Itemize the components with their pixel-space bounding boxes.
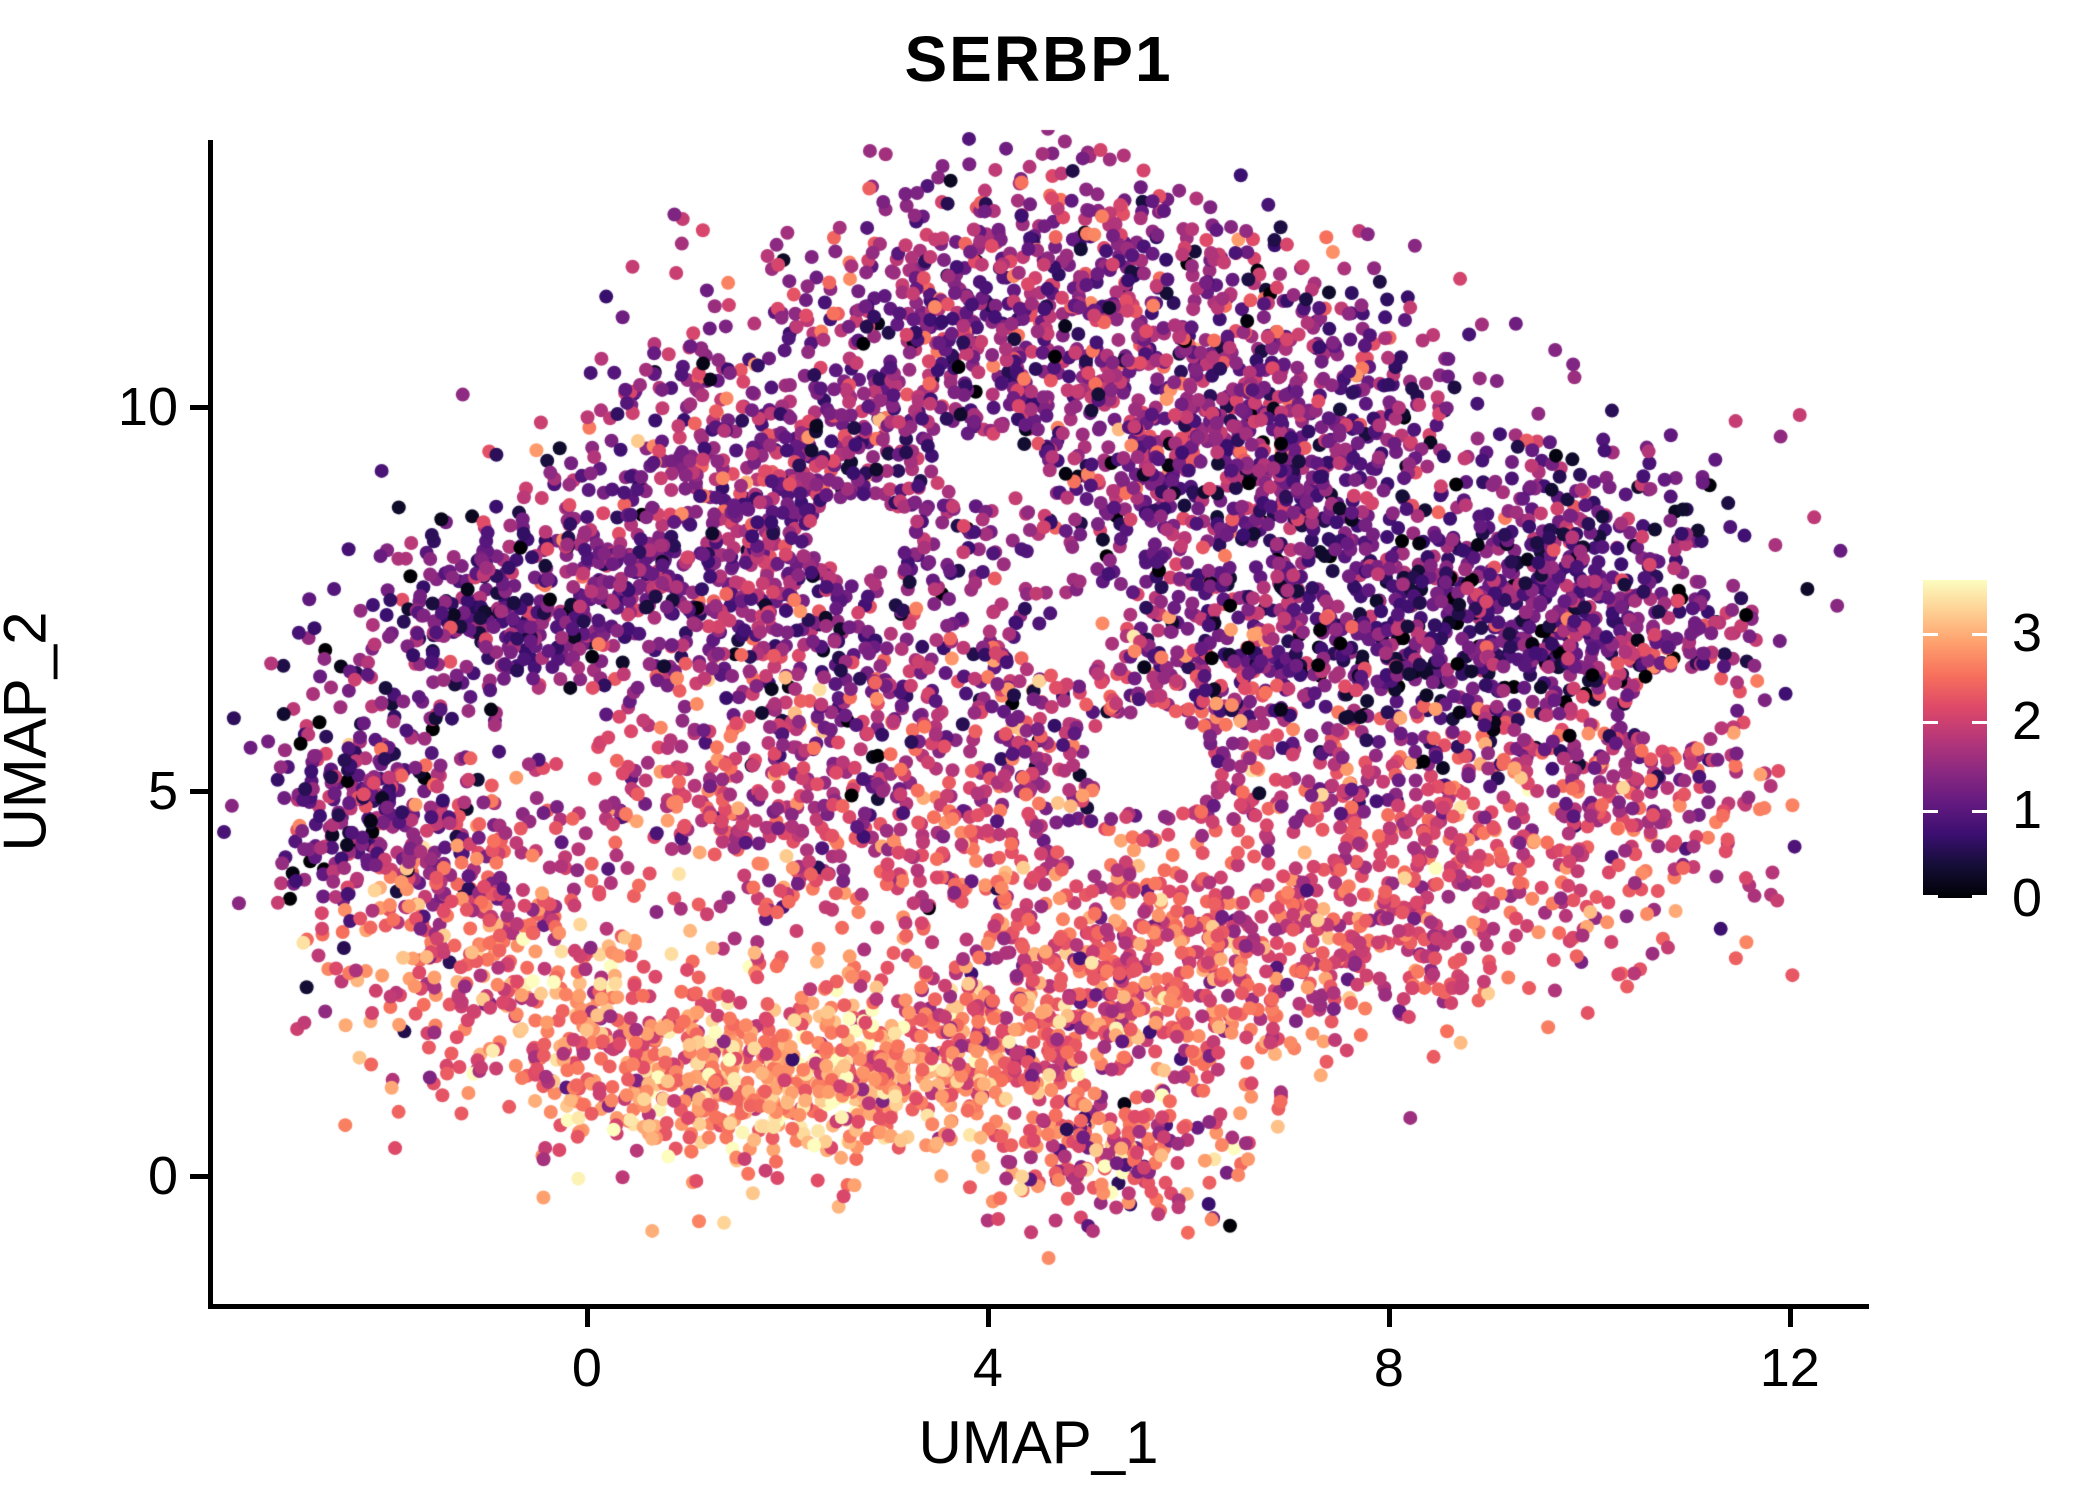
colorbar-tick-mark <box>1972 721 1987 725</box>
x-tick-label: 12 <box>1759 1338 1820 1398</box>
colorbar-tick-label: 1 <box>2012 779 2043 840</box>
colorbar-tick-mark <box>1972 633 1987 636</box>
colorbar-tick-label: 0 <box>2012 868 2043 928</box>
y-tick-mark <box>190 789 208 795</box>
colorbar-tick-label: 3 <box>2012 603 2043 663</box>
y-tick-label: 0 <box>147 1145 178 1206</box>
colorbar-tick-label: 2 <box>2012 691 2043 752</box>
x-tick-label: 4 <box>972 1338 1003 1398</box>
x-tick-label: 8 <box>1373 1338 1404 1398</box>
y-tick-label: 10 <box>117 376 178 437</box>
colorbar-tick-mark <box>1923 809 1938 813</box>
x-tick-label: 0 <box>571 1338 602 1398</box>
x-tick-mark <box>1386 1309 1392 1327</box>
y-tick-label: 5 <box>147 761 178 822</box>
y-tick-mark <box>190 1173 208 1179</box>
x-tick-mark <box>1787 1309 1793 1327</box>
y-tick-mark <box>190 404 208 410</box>
y-axis-title: UMAP_2 <box>0 611 59 852</box>
chart-title: SERBP1 <box>904 23 1173 95</box>
x-axis-title: UMAP_1 <box>918 1409 1159 1476</box>
x-tick-mark <box>985 1309 991 1327</box>
colorbar-tick-mark <box>1972 809 1987 813</box>
x-axis-line <box>208 1304 1869 1309</box>
colorbar-tick-mark <box>1923 721 1938 725</box>
colorbar-tick-mark <box>1923 633 1938 636</box>
x-tick-mark <box>584 1309 590 1327</box>
y-axis-line <box>208 140 213 1309</box>
colorbar-tick-mark <box>1972 895 1987 898</box>
colorbar-gradient <box>1923 580 1987 898</box>
colorbar-tick-mark <box>1923 895 1938 898</box>
